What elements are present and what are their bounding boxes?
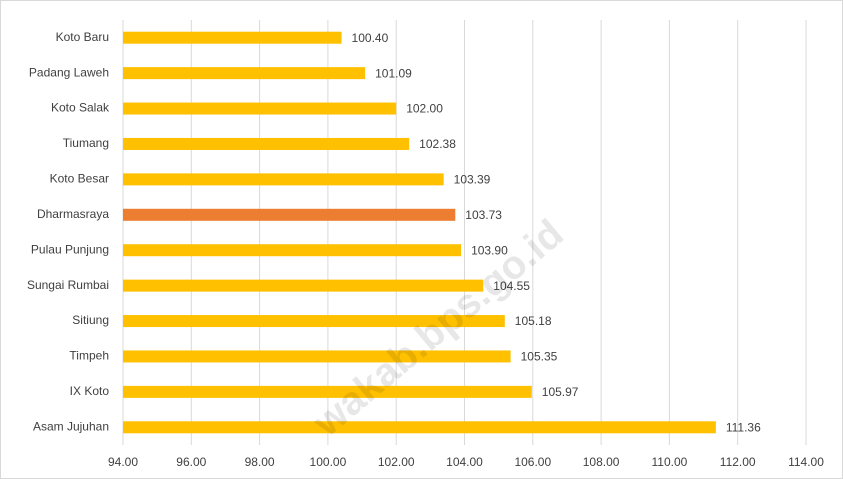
value-label: 103.73 [465, 208, 502, 222]
x-tick-label: 114.00 [788, 455, 824, 469]
value-label: 103.90 [471, 243, 508, 257]
x-tick-label: 112.00 [720, 455, 756, 469]
bar [123, 244, 462, 257]
bar [123, 315, 505, 328]
x-tick-label: 98.00 [245, 455, 275, 469]
value-label: 103.39 [454, 173, 491, 187]
bar [123, 350, 511, 363]
y-tick-label: Timpeh [69, 349, 109, 363]
bars: Koto Baru 100.40 Padang Laweh 101.09 Koto Sa… [27, 30, 761, 435]
x-tick-label: 110.00 [651, 455, 687, 469]
x-tick-label: 106.00 [514, 455, 551, 469]
y-tick-label: Sitiung [72, 313, 109, 327]
y-tick-label: Pulau Punjung [31, 242, 109, 256]
y-tick-label: Dharmasraya [37, 207, 109, 221]
x-tick-label: 108.00 [583, 455, 620, 469]
value-label: 105.18 [515, 314, 552, 328]
y-tick-label: Asam Jujuhan [33, 419, 109, 433]
value-label: 111.36 [726, 420, 761, 434]
x-tick-label: 102.00 [378, 455, 415, 469]
x-tick-label: 100.00 [310, 455, 347, 469]
grid: 94.00 96.00 98.00 100.00 102.00 104.00 106.00 1… [108, 20, 824, 469]
y-tick-label: Koto Besar [50, 172, 109, 186]
value-label: 102.00 [406, 102, 443, 116]
value-label: 104.55 [493, 279, 530, 293]
value-label: 101.09 [375, 66, 412, 80]
bar [123, 31, 342, 44]
bar [123, 385, 532, 398]
y-tick-label: Padang Laweh [29, 65, 109, 79]
x-tick-label: 94.00 [108, 455, 138, 469]
bar [123, 67, 366, 80]
bar [123, 208, 456, 221]
value-label: 105.35 [521, 350, 558, 364]
y-tick-label: Koto Baru [56, 30, 109, 44]
value-label: 100.40 [352, 31, 389, 45]
y-tick-label: IX Koto [70, 384, 110, 398]
bar [123, 102, 397, 115]
value-label: 102.38 [419, 137, 456, 151]
y-tick-label: Sungai Rumbai [27, 278, 109, 292]
y-tick-label: Koto Salak [51, 101, 110, 115]
bar [123, 421, 716, 434]
value-label: 105.97 [542, 385, 579, 399]
bar [123, 137, 410, 150]
y-tick-label: Tiumang [63, 136, 109, 150]
x-tick-label: 96.00 [176, 455, 206, 469]
bar [123, 173, 444, 186]
x-tick-label: 104.00 [446, 455, 483, 469]
bar [123, 279, 484, 292]
